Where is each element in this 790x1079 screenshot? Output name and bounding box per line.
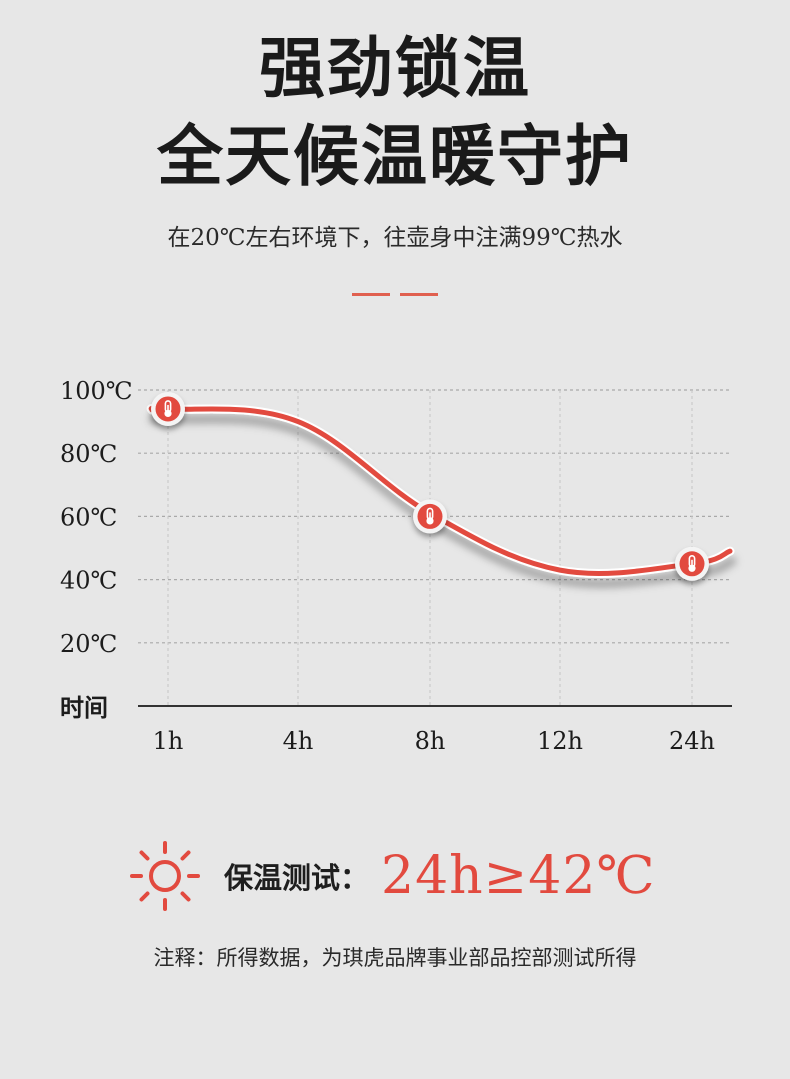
footnote: 注释：所得数据，为琪虎品牌事业部品控部测试所得 (153, 946, 637, 970)
x-axis-corner-label: 时间 (60, 694, 108, 722)
y-tick-label: 100℃ (60, 377, 133, 405)
x-tick-label: 8h (415, 727, 446, 755)
thermometer-icon (164, 400, 172, 418)
page-title-line-1: 强劲锁温 (259, 29, 531, 107)
thermometer-marker (675, 546, 709, 581)
decorative-divider-right (400, 293, 438, 296)
thermometer-marker (151, 391, 185, 426)
thermometer-icon (688, 554, 696, 572)
x-tick-label: 1h (153, 727, 184, 755)
series-line (148, 405, 733, 576)
y-tick-label: 80℃ (60, 440, 117, 468)
insulation-test-result: 保温测试： 24h≥42℃ (128, 836, 656, 916)
x-tick-label: 4h (283, 727, 314, 755)
series-line-shadow (146, 403, 735, 578)
x-tick-label: 24h (669, 727, 715, 755)
test-condition-subtitle: 在20℃左右环境下，往壶身中注满99℃热水 (167, 225, 623, 251)
thermometer-marker (413, 499, 447, 534)
thermometer-icon (426, 507, 434, 525)
result-value: 24h≥42℃ (381, 846, 656, 906)
result-label: 保温测试： (224, 861, 370, 895)
page-title-line-2: 全天候温暖守护 (157, 117, 633, 195)
x-tick-label: 12h (537, 727, 583, 755)
y-tick-label: 60℃ (60, 503, 117, 531)
sun-icon (130, 841, 200, 911)
temperature-line-chart: 100℃ 80℃ 60℃ 40℃ 20℃ 1h 4h 8h 12h 24h 时间 (60, 377, 735, 755)
y-tick-label: 20℃ (60, 630, 117, 658)
decorative-divider-left (352, 293, 390, 296)
y-tick-label: 40℃ (60, 567, 117, 595)
